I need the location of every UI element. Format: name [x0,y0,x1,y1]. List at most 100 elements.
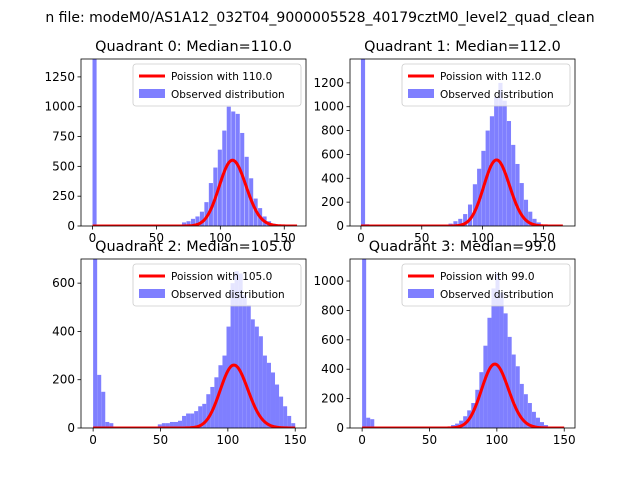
histogram-bar [262,355,267,428]
histogram-bar [195,216,200,226]
plot-area [361,259,565,428]
histogram-bar [178,420,183,428]
y-tick-label: 1000 [313,100,344,114]
legend-frame [132,263,302,307]
histogram-bar [270,372,276,428]
histogram-bar [499,292,504,428]
x-tick-label: 100 [485,433,508,447]
plot-area [92,59,298,226]
histogram-bar [532,218,537,226]
y-tick-label: 500 [52,159,75,173]
histogram-bar [487,317,492,428]
histogram-bar [222,355,227,428]
y-tick-label: 200 [321,392,344,406]
x-tick-label: 0 [358,433,366,447]
histogram-bar [222,130,227,226]
axes-frame [349,258,576,429]
histogram-bar [105,421,110,428]
legend: Poission with 105.0 Observed distribution [132,263,302,307]
y-tick-label: 1000 [313,274,344,288]
legend-frame [401,63,571,107]
y-tick-label: 400 [52,324,75,338]
legend-patch-swatch [408,89,434,98]
legend-label-observed: Observed distribution [171,89,285,101]
histogram-bar [483,345,488,428]
histogram-bar [194,411,199,428]
histogram-bar [254,326,259,428]
histogram-bar [208,183,213,226]
poisson-curve [92,363,296,428]
histogram-bar [202,403,207,428]
histogram-bar [511,354,516,428]
histogram-bar [181,222,187,226]
plot-area [360,59,564,226]
histogram-bar [279,396,284,428]
histogram-bar [479,372,484,428]
poisson-curve [360,158,564,226]
x-tick-label: 0 [89,231,97,245]
legend-patch-swatch [139,289,165,298]
histogram-bar [495,273,500,428]
histogram-bar [186,221,191,226]
y-tick-label: 600 [52,276,75,290]
histogram-bar [453,221,458,226]
histogram-bar [199,211,204,226]
y-tick-label: 800 [321,124,344,138]
histogram-bar [204,202,209,226]
histogram-bar [366,417,371,428]
y-tick-label: 200 [52,373,75,387]
x-tick-label: 150 [273,231,296,245]
histogram-bar [506,121,512,226]
histogram-bar [226,106,231,226]
histogram-bar [502,100,507,226]
y-tick-label: 750 [52,130,75,144]
legend: Poission with 112.0 Observed distribution [401,63,571,107]
y-tick-label: 250 [52,189,75,203]
histogram-bar [101,391,106,428]
histogram-bar [515,163,520,226]
x-tick-label: 100 [471,231,494,245]
legend-label-poisson: Poission with 112.0 [440,71,541,83]
y-tick-label: 400 [321,362,344,376]
poisson-curve [92,158,298,226]
legend: Poission with 110.0 Observed distribution [132,63,302,107]
histogram-bar [507,336,512,428]
histogram-bar [527,403,532,428]
histogram-bar [467,204,473,226]
histogram-bar [472,184,477,226]
axes-frame [80,58,307,227]
y-tick-label: 0 [67,219,75,233]
histogram-bar [459,420,464,428]
histogram-bar [240,132,245,226]
x-tick-label: 50 [414,231,429,245]
histogram-bar [157,424,162,428]
histogram-bar [370,419,375,428]
y-tick-label: 1200 [313,76,344,90]
histogram-bar [539,422,545,428]
y-tick-label: 800 [321,303,344,317]
histogram-bar [531,411,536,428]
histogram-bar [523,394,528,428]
legend-label-poisson: Poission with 99.0 [440,271,535,283]
figure-suptitle: n file: modeM0/AS1A12_032T04_9000005528_… [45,10,594,26]
histogram-bar [93,259,98,428]
y-tick-label: 0 [336,421,344,435]
plot-area [92,259,296,428]
subplot-title: Quadrant 2: Median=105.0 [95,239,292,255]
x-tick-label: 50 [153,433,168,447]
histogram-bar [458,218,463,226]
subplot-title: Quadrant 3: Median=99.0 [369,239,557,255]
histogram-bar [491,288,496,428]
histogram-bar [519,183,524,226]
y-tick-label: 600 [321,333,344,347]
histogram-bar [463,214,468,226]
histogram-bar [92,59,97,226]
legend-frame [132,63,302,107]
legend-patch-swatch [408,289,434,298]
histogram-bar [242,295,247,428]
y-tick-label: 600 [321,147,344,161]
histogram-bar [523,199,529,226]
